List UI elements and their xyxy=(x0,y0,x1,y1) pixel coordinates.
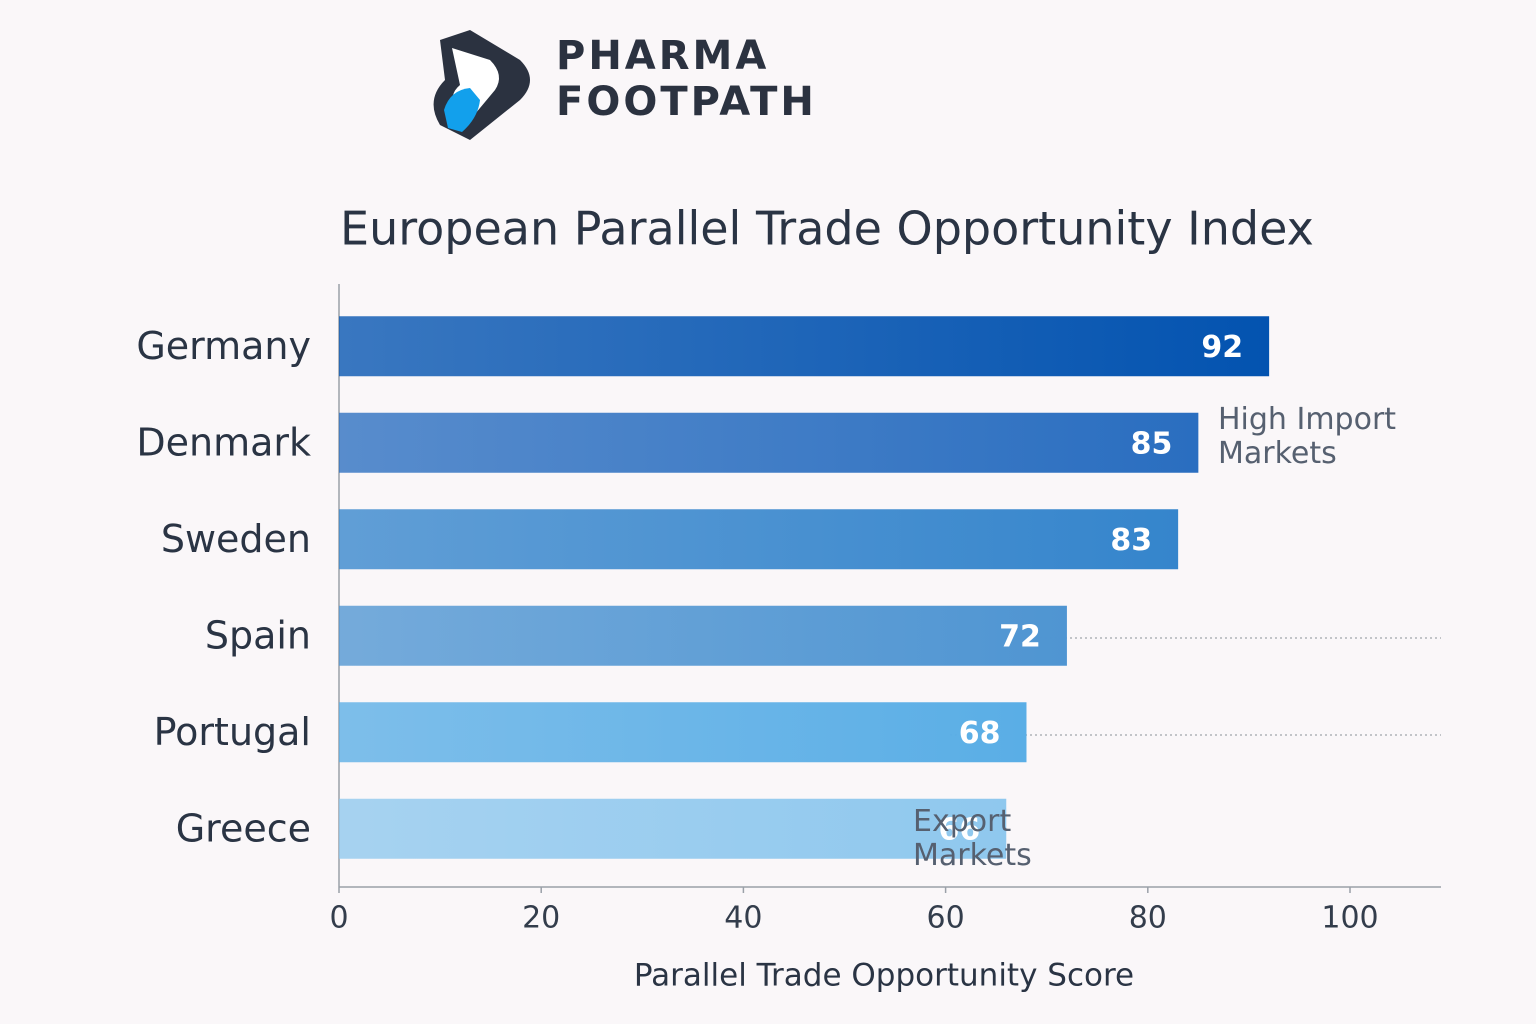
x-tick-label: 80 xyxy=(1129,901,1167,936)
value-label: 92 xyxy=(1201,330,1243,365)
annotation: High Import Markets xyxy=(1218,402,1396,471)
annotation: Export Markets xyxy=(913,804,1032,873)
value-label: 72 xyxy=(999,619,1041,654)
x-tick-label: 100 xyxy=(1321,901,1378,936)
logo-text: FOOTPATH xyxy=(556,79,817,125)
bar xyxy=(339,316,1270,377)
x-tick-label: 40 xyxy=(724,901,762,936)
y-tick-label: Spain xyxy=(205,613,311,657)
logo-text: PHARMA xyxy=(556,33,769,79)
value-label: 68 xyxy=(959,716,1001,751)
value-label: 85 xyxy=(1131,426,1173,461)
value-label: 66 xyxy=(939,812,981,847)
bar xyxy=(339,798,1007,859)
y-tick-label: Germany xyxy=(136,324,311,368)
x-tick-label: 20 xyxy=(522,901,560,936)
x-axis-title: Parallel Trade Opportunity Score xyxy=(634,958,1134,994)
chart-title: European Parallel Trade Opportunity Inde… xyxy=(340,202,1314,256)
x-tick-label: 60 xyxy=(927,901,965,936)
y-tick-label: Portugal xyxy=(154,710,311,754)
y-tick-label: Sweden xyxy=(161,517,311,561)
y-tick-label: Greece xyxy=(176,806,311,850)
x-tick-label: 0 xyxy=(329,901,348,936)
bar xyxy=(339,702,1027,763)
logo: PHARMA FOOTPATH xyxy=(433,30,817,140)
bar xyxy=(339,412,1199,473)
bar xyxy=(339,605,1067,666)
bar xyxy=(339,509,1179,570)
logo-drop xyxy=(444,88,480,132)
value-label: 83 xyxy=(1110,523,1152,558)
y-tick-label: Denmark xyxy=(136,420,311,464)
